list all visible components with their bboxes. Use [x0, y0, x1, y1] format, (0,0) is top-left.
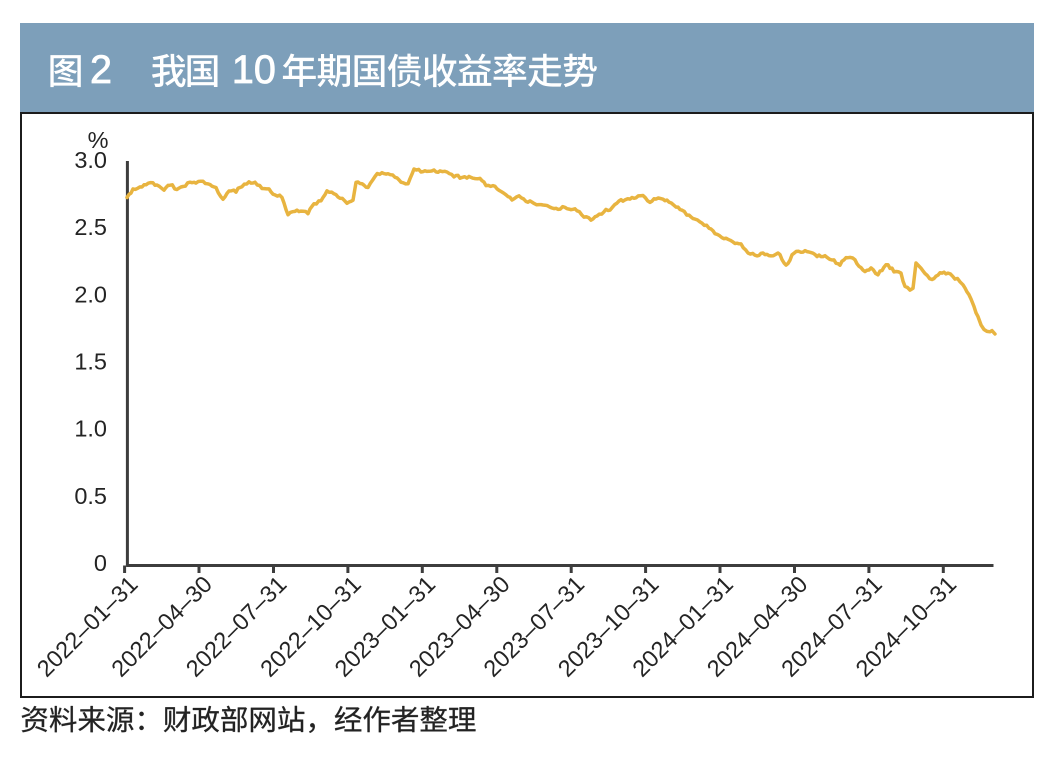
svg-text:0: 0 [94, 550, 107, 576]
svg-text:2.0: 2.0 [74, 281, 107, 307]
svg-text:3.0: 3.0 [74, 147, 107, 173]
svg-text:1.5: 1.5 [74, 349, 107, 375]
svg-text:%: % [88, 127, 109, 153]
svg-text:0.5: 0.5 [74, 483, 107, 509]
svg-text:2: 2 [90, 48, 112, 92]
svg-text:2.5: 2.5 [74, 214, 107, 240]
svg-text:10: 10 [232, 48, 276, 92]
svg-text:1.0: 1.0 [74, 416, 107, 442]
